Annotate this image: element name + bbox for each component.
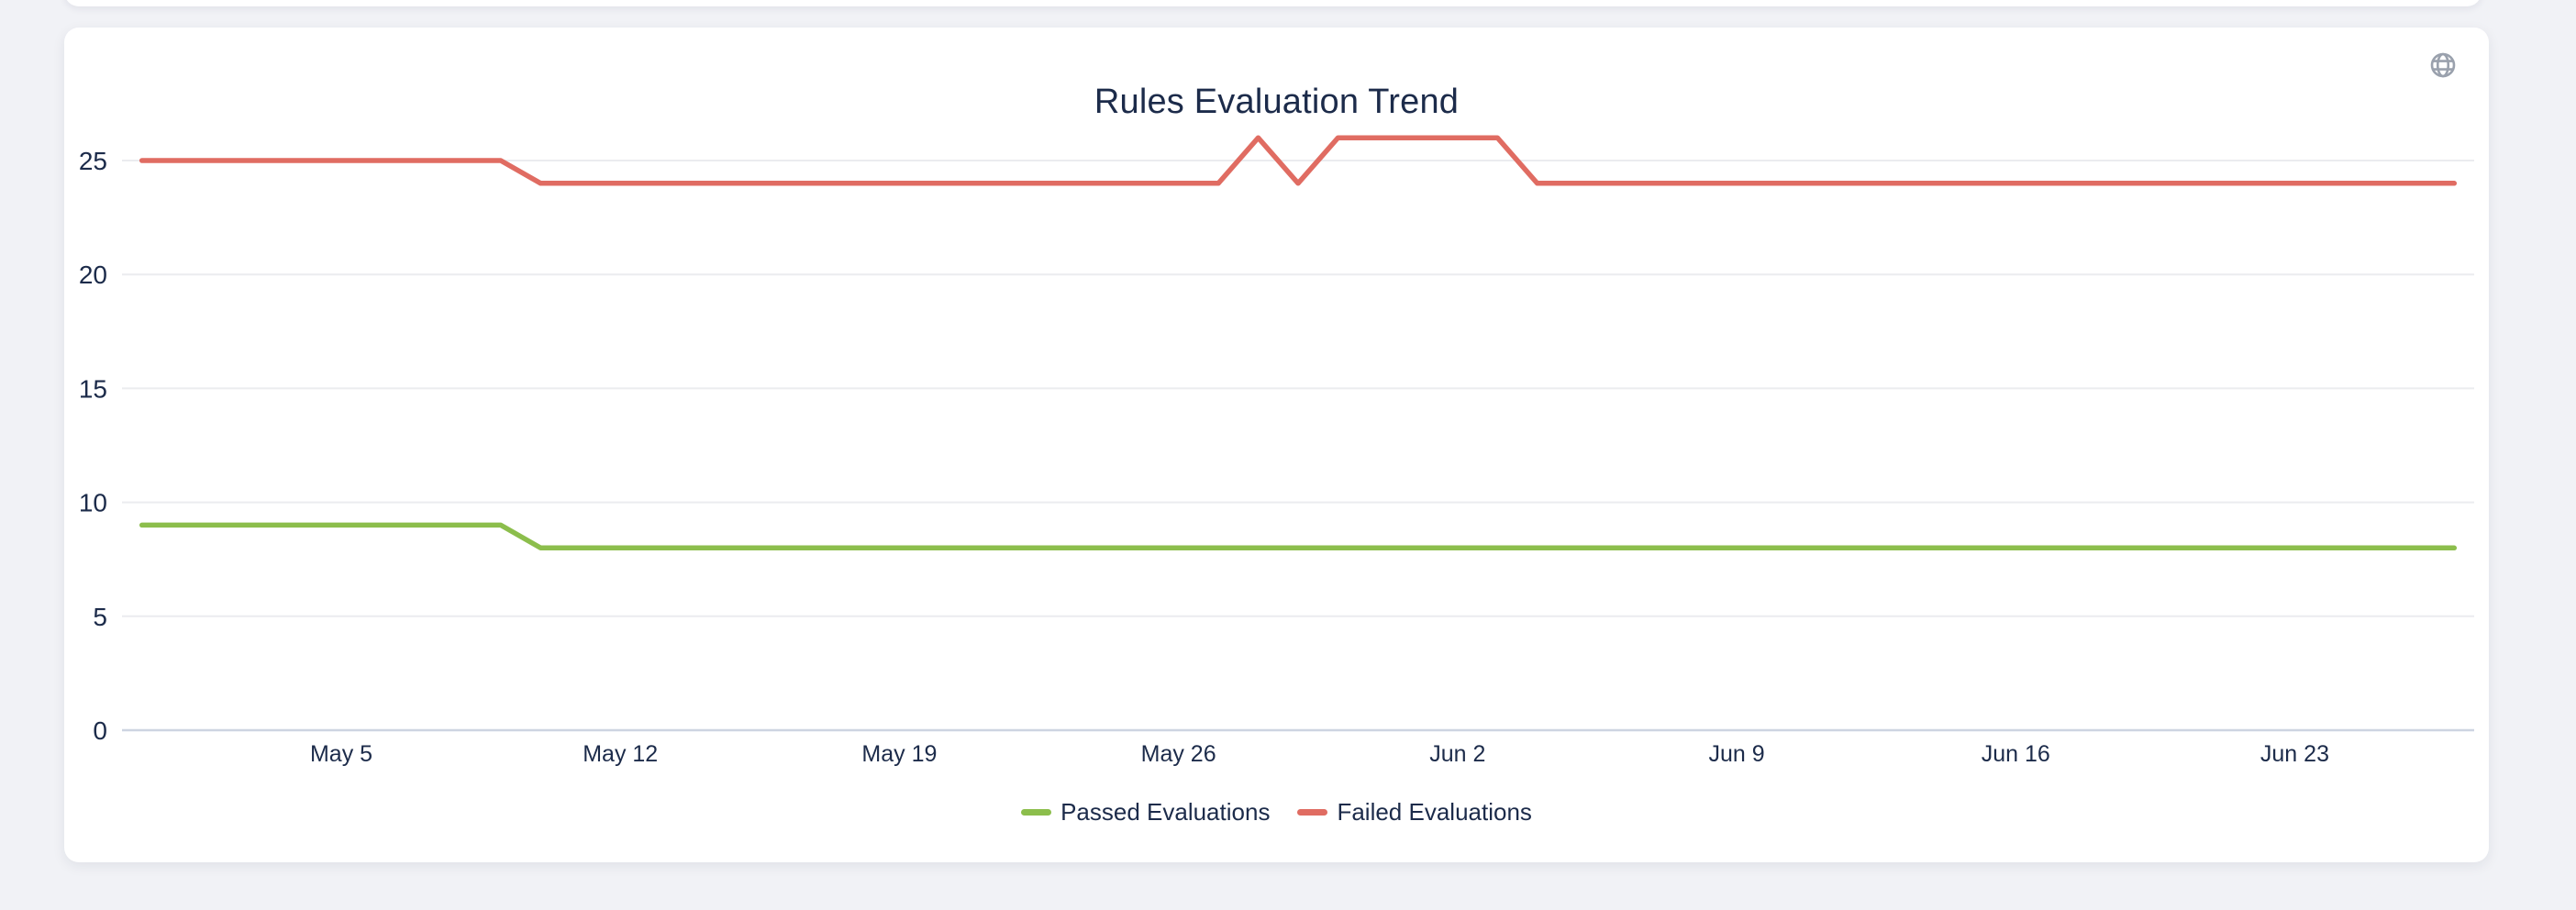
x-tick-label-may-12: May 12 (583, 741, 658, 767)
passed-legend-swatch (1021, 808, 1052, 816)
rules-evaluation-trend-chart: 25 20 15 10 5 0 May 5 May 12 May 19 May 26 Jun 2 Ju… (79, 135, 2474, 767)
legend-item-failed[interactable]: Failed Evaluations (1297, 798, 1532, 826)
x-tick-label-jun-9: Jun 9 (1708, 741, 1764, 767)
x-tick-label-may-19: May 19 (861, 741, 937, 767)
series-line-passed (139, 522, 2458, 551)
chart-title: Rules Evaluation Trend (1094, 83, 1460, 121)
y-tick-label-5: 5 (93, 603, 107, 631)
y-tick-label-25: 25 (79, 147, 107, 175)
chart-legend: Passed Evaluations Failed Evaluations (64, 796, 2489, 827)
x-tick-label-may-26: May 26 (1141, 741, 1216, 767)
previous-card-edge (64, 0, 2482, 6)
failed-legend-label: Failed Evaluations (1337, 798, 1532, 826)
series-line-failed (139, 135, 2458, 186)
legend-item-passed[interactable]: Passed Evaluations (1021, 800, 1270, 824)
x-tick-label-jun-16: Jun 16 (1982, 741, 2050, 767)
failed-legend-swatch (1297, 808, 1328, 816)
y-tick-label-10: 10 (79, 489, 107, 517)
passed-legend-label: Passed Evaluations (1060, 798, 1271, 826)
y-tick-label-20: 20 (79, 261, 107, 289)
rules-evaluation-trend-card: Rules Evaluation Trend 25 20 15 10 5 0 May 5 Ma… (64, 28, 2489, 862)
y-tick-label-15: 15 (79, 374, 107, 403)
x-tick-label-jun-23: Jun 23 (2260, 741, 2329, 767)
y-tick-label-0: 0 (93, 716, 107, 745)
globe-icon[interactable] (2429, 51, 2457, 79)
x-tick-label-may-5: May 5 (310, 741, 372, 767)
x-tick-label-jun-2: Jun 2 (1429, 741, 1485, 767)
